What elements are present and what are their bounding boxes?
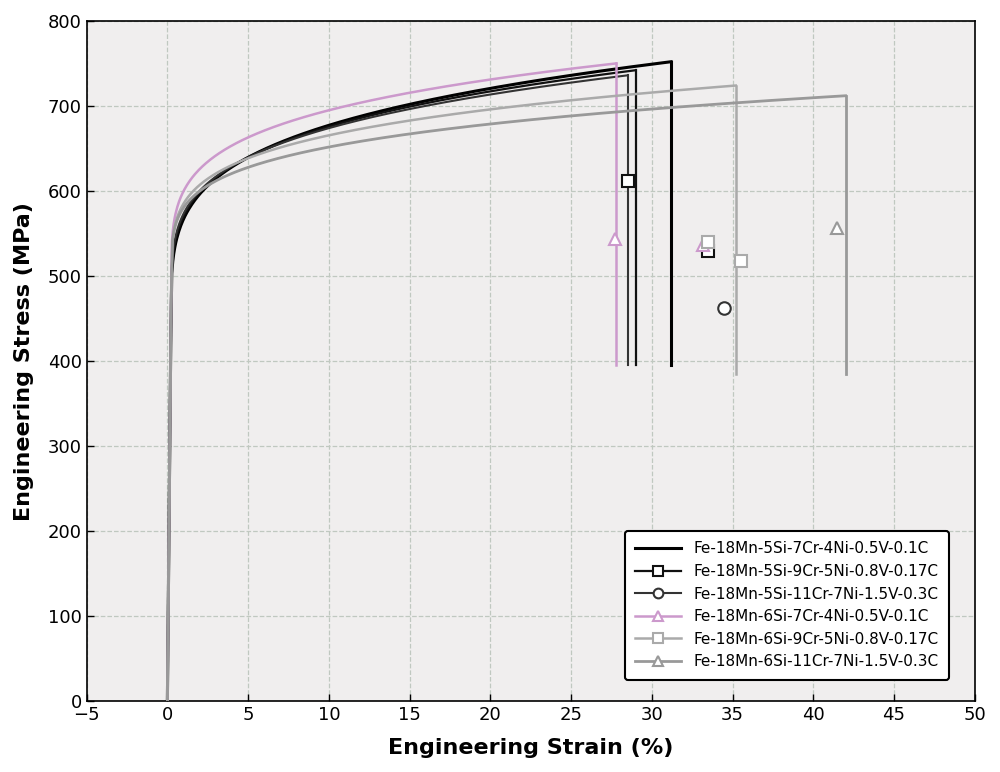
X-axis label: Engineering Strain (%): Engineering Strain (%): [388, 738, 673, 758]
Y-axis label: Engineering Stress (MPa): Engineering Stress (MPa): [14, 201, 34, 520]
Legend: Fe-18Mn-5Si-7Cr-4Ni-0.5V-0.1C, Fe-18Mn-5Si-9Cr-5Ni-0.8V-0.17C, Fe-18Mn-5Si-11Cr-: Fe-18Mn-5Si-7Cr-4Ni-0.5V-0.1C, Fe-18Mn-5…: [625, 530, 949, 680]
